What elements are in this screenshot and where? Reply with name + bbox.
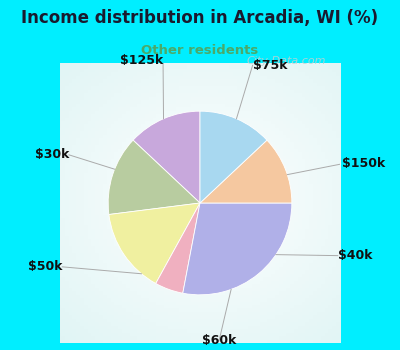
Wedge shape	[109, 203, 200, 284]
Wedge shape	[200, 140, 292, 203]
Text: $150k: $150k	[342, 157, 386, 170]
Text: $30k: $30k	[34, 148, 69, 161]
Text: $40k: $40k	[338, 249, 372, 262]
Wedge shape	[183, 203, 292, 295]
Text: Other residents: Other residents	[141, 44, 259, 57]
Text: $50k: $50k	[28, 260, 62, 273]
Wedge shape	[156, 203, 200, 293]
Text: $75k: $75k	[253, 59, 287, 72]
Wedge shape	[200, 111, 267, 203]
Wedge shape	[133, 111, 200, 203]
Text: $60k: $60k	[202, 334, 236, 347]
Text: City-Data.com: City-Data.com	[246, 56, 326, 66]
Text: Income distribution in Arcadia, WI (%): Income distribution in Arcadia, WI (%)	[22, 9, 378, 27]
Wedge shape	[108, 140, 200, 215]
Text: $125k: $125k	[120, 54, 163, 67]
